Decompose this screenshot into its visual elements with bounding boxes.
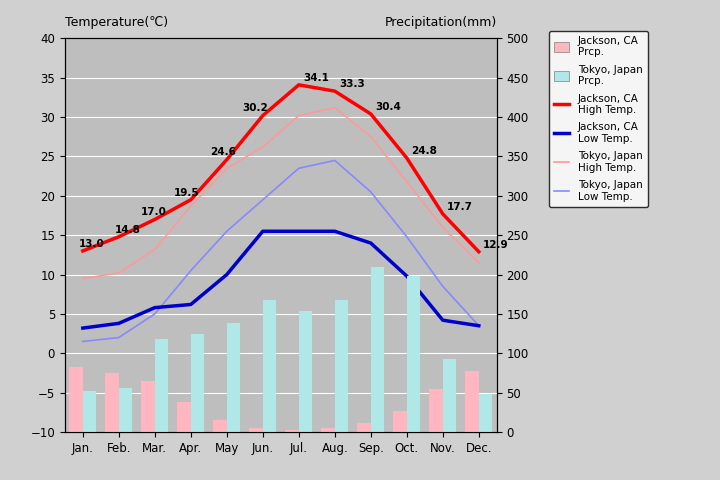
Text: Precipitation(mm): Precipitation(mm) [384,15,497,29]
Text: Temperature(℃): Temperature(℃) [65,15,168,29]
Text: 13.0: 13.0 [78,239,104,249]
Bar [321,428,335,432]
Bar [83,391,96,432]
Bar [299,311,312,432]
Bar [443,359,456,432]
Bar [191,335,204,432]
Bar [69,368,83,432]
Text: 17.0: 17.0 [141,207,167,217]
Bar [393,411,407,432]
Bar [335,300,348,432]
Bar [105,373,119,432]
Bar [285,431,299,432]
Text: 33.3: 33.3 [339,79,365,89]
Text: 34.1: 34.1 [303,72,329,83]
Text: 14.8: 14.8 [114,225,140,235]
Bar [371,267,384,432]
Bar [479,394,492,432]
Bar [119,388,132,432]
Text: 12.9: 12.9 [483,240,508,250]
Bar [465,371,479,432]
Bar [155,339,168,432]
Bar [249,428,263,432]
Bar [141,381,155,432]
Bar [227,324,240,432]
Text: 30.2: 30.2 [242,103,268,113]
Legend: Jackson, CA
Prcp., Tokyo, Japan
Prcp., Jackson, CA
High Temp., Jackson, CA
Low T: Jackson, CA Prcp., Tokyo, Japan Prcp., J… [549,31,648,207]
Text: 19.5: 19.5 [174,188,199,198]
Bar [177,402,191,432]
Text: 24.8: 24.8 [411,146,437,156]
Text: 24.6: 24.6 [210,147,236,157]
Text: 30.4: 30.4 [375,102,401,112]
Bar [213,420,227,432]
Bar [357,422,371,432]
Bar [263,300,276,432]
Text: 17.7: 17.7 [447,202,473,212]
Bar [429,389,443,432]
Bar [407,276,420,432]
